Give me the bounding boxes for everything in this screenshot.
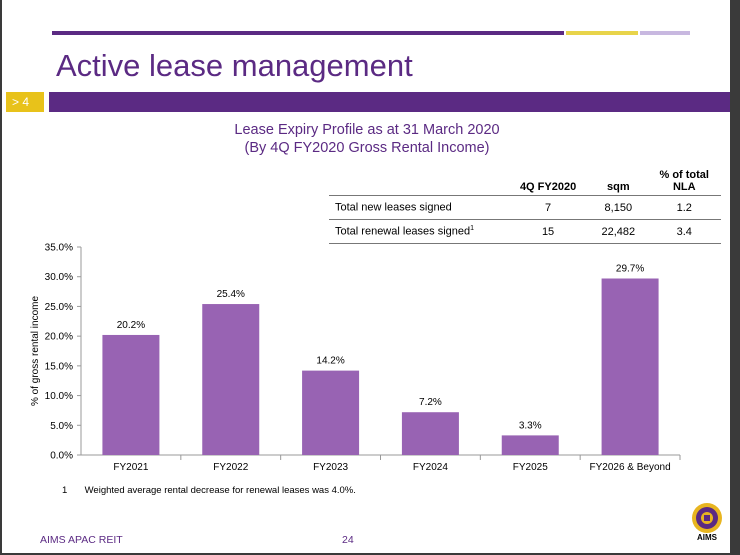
row-label: Total new leases signed: [329, 195, 507, 220]
y-tick-label: 5.0%: [50, 421, 73, 432]
page-title: Active lease management: [56, 48, 413, 83]
x-tick-label: FY2024: [413, 462, 448, 473]
row-label-text: Total new leases signed: [335, 201, 452, 214]
table-header-sqm: sqm: [607, 181, 630, 193]
logo-text: AIMS: [697, 533, 718, 542]
data-label: 7.2%: [419, 397, 442, 408]
data-label: 3.3%: [519, 420, 542, 431]
table-header-fy: 4Q FY2020: [519, 181, 577, 193]
row-fy-value: 15: [507, 219, 590, 244]
y-tick-label: 10.0%: [45, 391, 73, 402]
data-label: 14.2%: [316, 356, 344, 367]
page-number: 24: [342, 534, 354, 546]
row-label-text: Total renewal leases signed: [335, 225, 471, 238]
row-sqm-value: 22,482: [589, 219, 648, 244]
x-tick-label: FY2023: [313, 462, 348, 473]
top-rule-lavender: [640, 31, 690, 35]
x-tick-label: FY2026 & Beyond: [589, 462, 670, 473]
aims-logo: AIMS: [692, 503, 722, 542]
x-tick-label: FY2025: [513, 462, 548, 473]
table-header-nla-line1: % of total: [659, 169, 709, 181]
y-tick-label: 20.0%: [45, 332, 73, 343]
chart-subtitle: (By 4Q FY2020 Gross Rental Income): [244, 140, 490, 156]
data-label: 29.7%: [616, 263, 644, 274]
y-tick-label: 25.0%: [45, 302, 73, 313]
footnote-number: 1: [62, 485, 68, 496]
data-label: 25.4%: [217, 289, 245, 300]
bar-fy2026-beyond: [601, 278, 659, 455]
table-header-row: 4Q FY2020 sqm % of total NLA: [329, 163, 721, 196]
top-rule-purple: [52, 31, 564, 35]
bar-fy2023: [302, 370, 360, 455]
data-label: 20.2%: [117, 320, 145, 331]
table-header-nla-line2: NLA: [672, 181, 696, 193]
bar-fy2021: [102, 334, 160, 455]
table-row: Total renewal leases signed1 15 22,482 3…: [329, 219, 721, 244]
y-axis-label: % of gross rental income: [30, 296, 41, 406]
y-tick-label: 15.0%: [45, 361, 73, 372]
row-nla-value: 3.4: [647, 219, 721, 244]
footnote-text: Weighted average rental decrease for ren…: [84, 485, 356, 496]
row-footnote-ref: 1: [470, 225, 475, 233]
bar-fy2022: [202, 304, 260, 455]
footer-company: AIMS APAC REIT: [40, 534, 123, 546]
y-tick-label: 0.0%: [50, 451, 73, 462]
chart-title: Lease Expiry Profile as at 31 March 2020: [234, 122, 500, 138]
bar-fy2025: [501, 435, 559, 455]
section-number: > 4: [6, 92, 44, 112]
table-header-nla: % of total NLA: [647, 163, 721, 196]
lease-summary-table: 4Q FY2020 sqm % of total NLA Total new l…: [329, 163, 721, 244]
row-sqm-value: 8,150: [589, 195, 648, 220]
row-fy-value: 7: [507, 195, 590, 220]
footnote: 1 Weighted average rental decrease for r…: [62, 485, 356, 496]
y-tick-label: 35.0%: [45, 243, 73, 254]
x-tick-label: FY2021: [113, 462, 148, 473]
top-rule-gold: [566, 31, 638, 35]
table-row: Total new leases signed 7 8,150 1.2: [329, 195, 721, 220]
y-tick-label: 30.0%: [45, 272, 73, 283]
header-band: [49, 92, 730, 112]
bar-fy2024: [401, 412, 459, 455]
x-tick-label: FY2022: [213, 462, 248, 473]
row-nla-value: 1.2: [647, 195, 721, 220]
row-label: Total renewal leases signed1: [329, 219, 507, 244]
